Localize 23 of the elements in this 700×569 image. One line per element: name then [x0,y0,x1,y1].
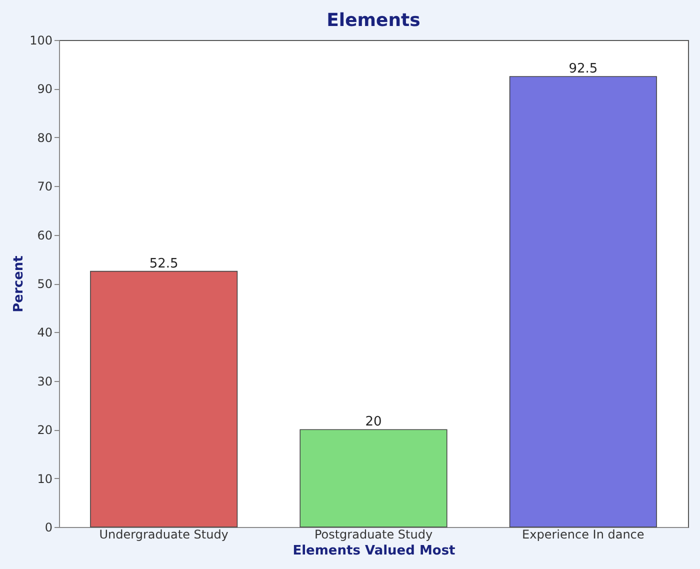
bar [509,76,657,528]
y-tick-label: 0 [44,520,52,534]
y-tick-label: 10 [37,472,52,486]
y-tick-label: 100 [30,34,52,48]
y-tick-label: 90 [37,82,52,96]
y-axis-title: Percent [12,256,27,312]
y-tick-label: 80 [37,130,52,145]
y-tick-label: 20 [37,423,52,438]
x-tick-label: Undergraduate Study [99,528,228,542]
bar [300,429,448,528]
x-tick-label: Postgraduate Study [314,528,433,542]
data-label: 52.5 [149,256,178,272]
chart-title: Elements [326,10,420,31]
y-tick-label: 30 [37,374,52,388]
y-tick-label: 40 [37,326,52,340]
x-tick-label: Experience In dance [522,528,644,542]
x-axis-title: Elements Valued Most [292,544,456,558]
y-tick-label: 50 [37,277,52,291]
y-tick-label: 60 [37,228,52,242]
data-label: 20 [365,414,382,430]
bar [90,270,238,528]
y-tick-label: 70 [37,180,52,194]
data-label: 92.5 [568,62,598,77]
